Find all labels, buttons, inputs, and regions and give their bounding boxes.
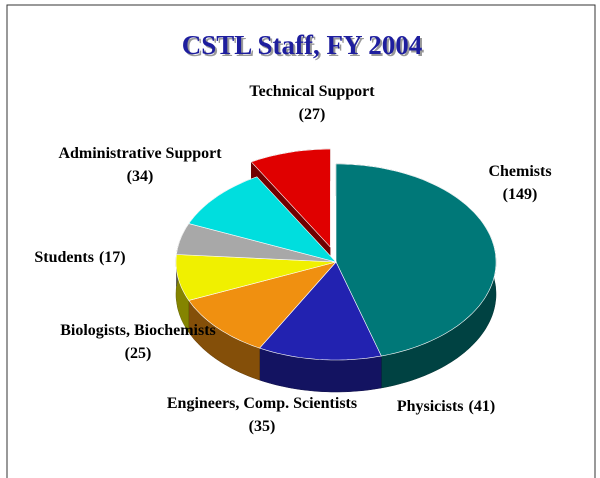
data-label: Technical Support (27): [249, 83, 375, 123]
slice: [250, 148, 331, 248]
slice: [175, 254, 337, 301]
label-value: (17): [99, 249, 126, 266]
data-label: Administrative Support (34): [58, 145, 222, 185]
slice: [176, 223, 337, 263]
label-name: Biologists, Biochemists: [60, 322, 216, 339]
data-label: Physicists (41): [397, 398, 495, 415]
slice: [188, 261, 337, 349]
frame: [6, 4, 596, 478]
chart-title: CSTL Staff, FY 2004: [182, 30, 423, 60]
label-value: (41): [469, 398, 496, 415]
data-label: Engineers, Comp. Scientists (35): [167, 395, 357, 435]
label-name: Chemists: [488, 163, 551, 180]
data-label: Chemists (149): [488, 163, 551, 203]
label-value: (149): [503, 186, 538, 203]
label-value: (35): [249, 418, 276, 435]
label-value: (25): [125, 345, 152, 362]
label-value: (34): [127, 168, 154, 185]
label-name: Physicists: [397, 398, 464, 415]
slice: [335, 163, 497, 357]
label-value: (27): [299, 106, 326, 123]
label-name: Administrative Support: [58, 145, 222, 162]
label-name: Students: [34, 249, 94, 266]
slice: [259, 261, 382, 361]
slice: [188, 176, 337, 263]
label-name: Technical Support: [249, 83, 375, 100]
data-label: Biologists, Biochemists (25): [60, 322, 216, 362]
data-label: Students (17): [34, 249, 125, 266]
label-name: Engineers, Comp. Scientists: [167, 395, 357, 412]
